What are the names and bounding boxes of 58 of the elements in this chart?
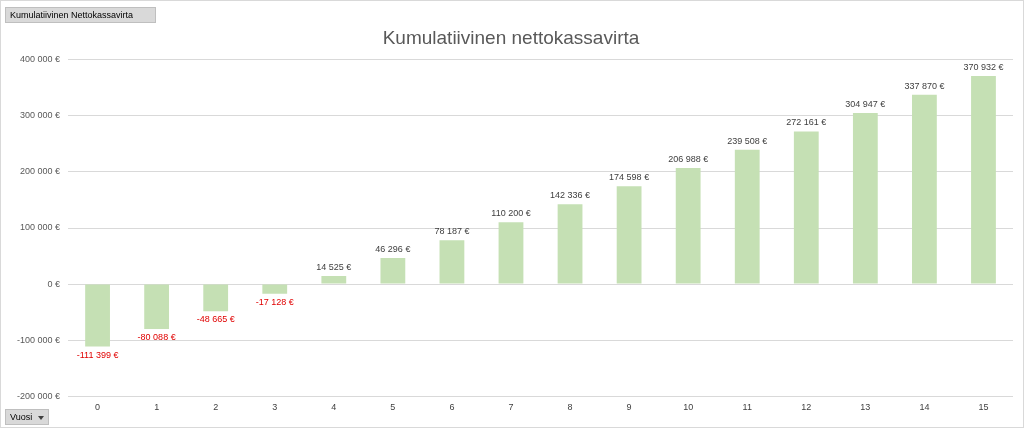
x-tick-label: 14 [919,402,930,413]
data-label: -17 128 € [255,296,294,307]
bar [85,284,110,347]
data-label: 272 161 € [786,117,827,128]
x-tick-label: 3 [272,402,278,413]
x-tick-label: 13 [860,402,871,413]
bar [439,240,465,284]
x-tick-label: 8 [567,402,573,413]
data-label: -48 665 € [196,314,235,325]
y-tick-label: -100 000 € [16,334,61,345]
data-label: 206 988 € [668,154,709,164]
data-label: 142 336 € [550,190,591,201]
data-label: 174 598 € [609,172,650,183]
bar [912,94,937,284]
data-label: 78 187 € [434,226,470,237]
x-tick-label: 4 [331,402,337,413]
y-tick-label: 200 000 € [19,166,61,177]
data-label: 337 870 € [904,80,945,91]
bar [852,113,878,284]
y-tick-label: 400 000 € [19,54,61,65]
y-tick-label: 0 € [47,278,61,289]
data-label: 14 525 € [316,261,352,272]
bar [557,204,583,284]
x-tick-label: 6 [449,402,455,413]
bar [203,284,229,312]
bar [321,275,347,284]
x-tick-label: 9 [626,402,632,413]
bar [616,186,642,284]
chart-title: Kumulatiivinen nettokassavirta [382,26,640,48]
bar [793,131,819,284]
x-tick-label: 2 [213,402,219,413]
bar [734,149,760,284]
data-label: -80 088 € [137,331,176,342]
x-tick-label: 10 [683,402,694,413]
x-tick-label: 12 [801,402,812,413]
data-label: 46 296 € [375,244,411,255]
data-label: 110 200 € [491,208,531,219]
text: Vuosi [10,412,33,422]
y-tick-label: 300 000 € [19,110,61,121]
text: Kumulatiivinen Nettokassavirta [10,10,134,20]
bar [498,222,524,284]
y-tick-label: -200 000 € [16,390,61,401]
y-tick-label: 100 000 € [19,222,61,233]
bar [144,284,170,329]
data-label: -111 399 € [76,349,119,360]
x-tick-label: 1 [154,402,160,413]
data-label: 239 508 € [727,135,768,146]
x-tick-label: 11 [742,402,752,413]
x-tick-label: 5 [390,402,396,413]
bar [971,76,996,284]
x-tick-label: 7 [508,402,514,413]
bar [262,284,288,294]
bar [380,258,406,284]
data-label: 370 932 € [963,62,1004,73]
bar [675,168,701,284]
data-label: 304 947 € [845,99,886,110]
x-tick-label: 0 [95,402,101,413]
x-tick-label: 15 [978,402,989,413]
